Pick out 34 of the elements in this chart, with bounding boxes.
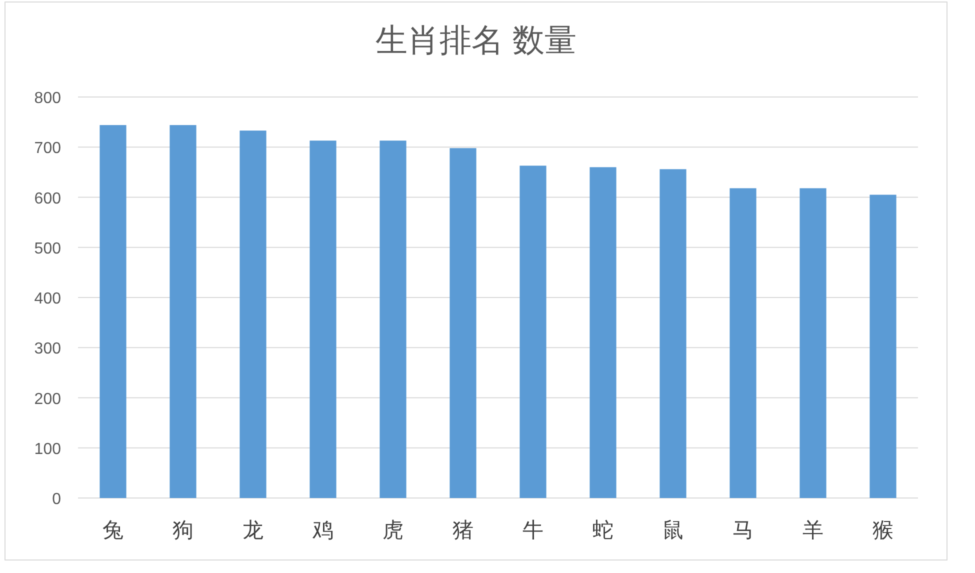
y-tick-label: 300 bbox=[34, 340, 62, 358]
bar bbox=[590, 167, 616, 498]
y-tick-label: 200 bbox=[34, 390, 62, 408]
x-tick-label: 虎 bbox=[382, 519, 404, 542]
y-tick-label: 500 bbox=[34, 240, 62, 258]
y-tick-label: 100 bbox=[34, 440, 62, 458]
x-tick-label: 羊 bbox=[802, 519, 824, 542]
bar bbox=[310, 140, 336, 498]
y-tick-label: 400 bbox=[34, 290, 62, 308]
x-tick-label: 龙 bbox=[242, 519, 264, 542]
bar bbox=[520, 166, 546, 498]
y-tick-label: 0 bbox=[52, 491, 62, 508]
x-tick-label: 马 bbox=[732, 519, 754, 542]
bar bbox=[100, 125, 126, 498]
bar bbox=[240, 130, 266, 498]
bar bbox=[660, 169, 686, 498]
bar bbox=[450, 148, 476, 498]
bar bbox=[730, 188, 756, 498]
x-tick-label: 蛇 bbox=[592, 519, 614, 542]
y-tick-label: 600 bbox=[34, 190, 62, 208]
x-tick-label: 鸡 bbox=[312, 519, 334, 542]
bar bbox=[170, 125, 196, 498]
bar bbox=[870, 194, 896, 498]
y-tick-label: 800 bbox=[34, 90, 62, 107]
x-tick-label: 牛 bbox=[522, 519, 544, 542]
x-tick-label: 狗 bbox=[172, 519, 194, 542]
x-tick-label: 猴 bbox=[872, 519, 894, 542]
y-tick-label: 700 bbox=[34, 140, 62, 158]
x-tick-label: 兔 bbox=[102, 519, 124, 542]
bar bbox=[380, 140, 406, 498]
x-tick-label: 鼠 bbox=[662, 519, 684, 542]
chart-title: 生肖排名 数量 bbox=[376, 22, 576, 58]
bar bbox=[800, 188, 826, 498]
x-tick-label: 猪 bbox=[452, 519, 474, 542]
